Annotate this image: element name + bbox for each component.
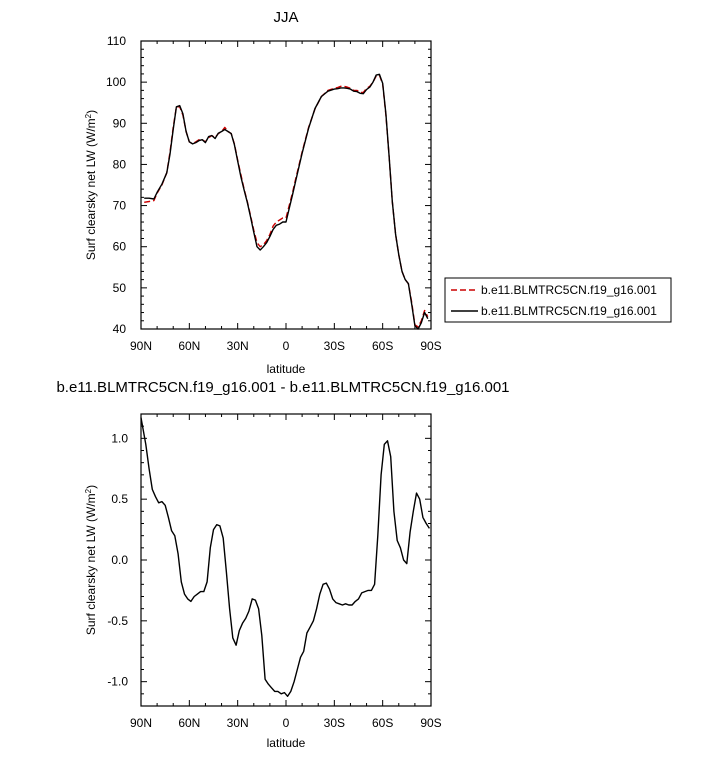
plot1-y-tick-label: 40 bbox=[113, 322, 127, 336]
plot1-y-tick-label: 70 bbox=[113, 199, 127, 213]
plot2-y-axis-label: Surf clearsky net LW (W/m2) bbox=[84, 485, 99, 635]
plot1-y-tick-label: 90 bbox=[113, 116, 127, 130]
legend-label-1: b.e11.BLMTRC5CN.f19_g16.001 bbox=[481, 283, 657, 297]
plot2-y-tick-label: 0.0 bbox=[111, 553, 128, 567]
plot1-x-tick-label: 60N bbox=[178, 339, 200, 353]
plot2-y-tick-label: -1.0 bbox=[107, 675, 128, 689]
plot2-x-axis-label: latitude bbox=[267, 736, 306, 750]
legend-label-2: b.e11.BLMTRC5CN.f19_g16.001 bbox=[481, 304, 657, 318]
plot2-series-line-1 bbox=[140, 417, 430, 697]
plot1-y-tick-label: 50 bbox=[113, 281, 127, 295]
plot1-y-tick-label: 100 bbox=[106, 75, 126, 89]
plot2-y-tick-label: 0.5 bbox=[111, 492, 128, 506]
plot1-x-tick-label: 90S bbox=[420, 339, 441, 353]
plot2-title: b.e11.BLMTRC5CN.f19_g16.001 - b.e11.BLMT… bbox=[56, 379, 509, 396]
plot2-x-tick-label: 90N bbox=[130, 716, 152, 730]
plot2-x-tick-label: 30N bbox=[227, 716, 249, 730]
plot1-x-tick-label: 60S bbox=[372, 339, 393, 353]
plot1-x-tick-label: 0 bbox=[283, 339, 290, 353]
plot2-y-tick-label: 1.0 bbox=[111, 431, 128, 445]
plot1-y-tick-label: 60 bbox=[113, 240, 127, 254]
plot1-x-tick-label: 90N bbox=[130, 339, 152, 353]
plot1-y-tick-label: 80 bbox=[113, 157, 127, 171]
plot1-frame bbox=[140, 40, 432, 330]
plot2-x-tick-label: 0 bbox=[283, 716, 290, 730]
plot1-y-tick-label: 110 bbox=[107, 34, 126, 48]
plot1-title: JJA bbox=[273, 9, 298, 26]
plot2-x-tick-label: 60S bbox=[372, 716, 393, 730]
plot2-frame bbox=[140, 413, 432, 707]
legend-box bbox=[444, 277, 672, 323]
plot1-x-axis-label: latitude bbox=[267, 362, 306, 376]
plot1-y-axis-label: Surf clearsky net LW (W/m2) bbox=[84, 110, 99, 260]
plot2-y-tick-label: -0.5 bbox=[107, 614, 128, 628]
plot1-x-tick-label: 30S bbox=[324, 339, 345, 353]
plot2-x-tick-label: 30S bbox=[324, 716, 345, 730]
plot1-x-tick-label: 30N bbox=[227, 339, 249, 353]
plot2-x-tick-label: 90S bbox=[420, 716, 441, 730]
plot2-x-tick-label: 60N bbox=[178, 716, 200, 730]
plot1-series-line-2 bbox=[144, 73, 429, 330]
